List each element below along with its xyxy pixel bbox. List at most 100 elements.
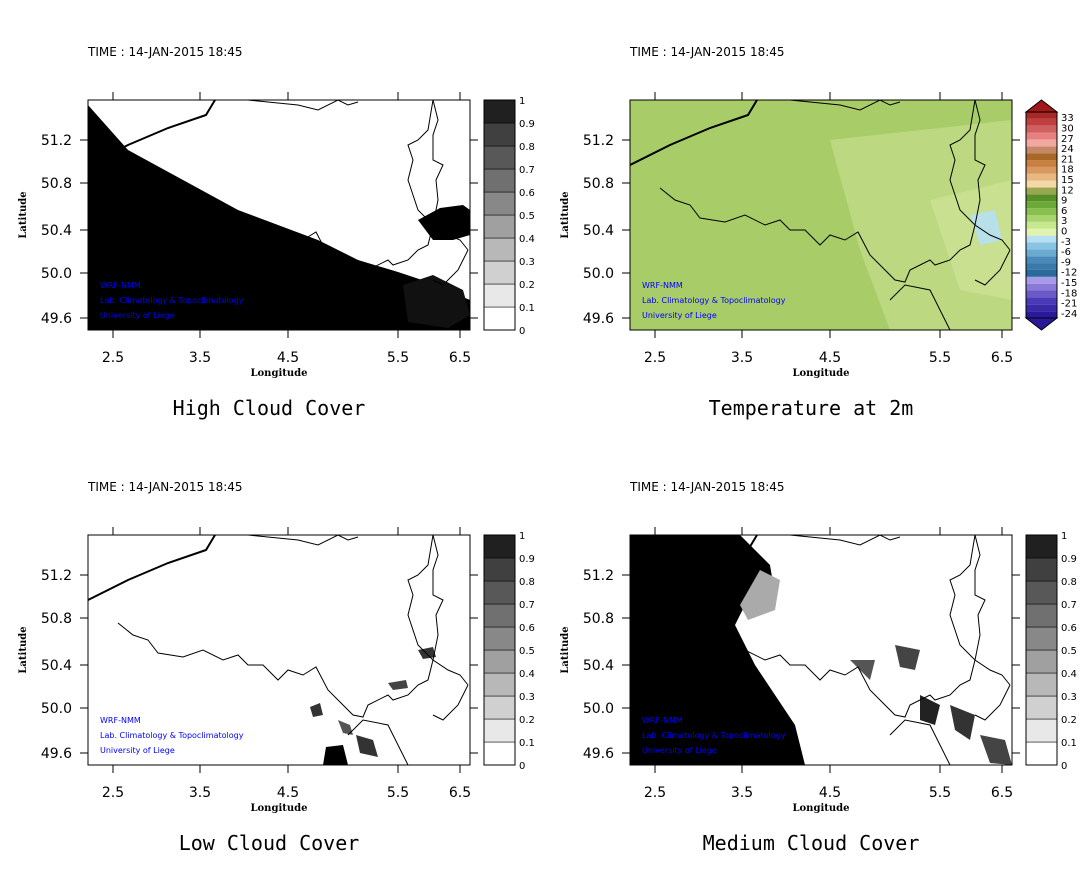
x-tick-label: 4.5	[277, 350, 299, 366]
colorbar-segment	[1025, 672, 1058, 697]
x-tick-label: 5.5	[929, 350, 951, 366]
colorbar-segment	[1025, 534, 1058, 559]
x-tick-label: 3.5	[731, 350, 753, 366]
colorbar-segment	[1026, 166, 1057, 174]
x-tick-label: 5.5	[387, 350, 409, 366]
colorbar-label: 0.2	[519, 715, 535, 726]
colorbar-label: -6	[1061, 247, 1071, 258]
colorbar-label: 0	[519, 326, 525, 337]
x-tick-label: 3.5	[189, 350, 211, 366]
colorbar-segment	[1025, 741, 1058, 766]
colorbar-label: 24	[1061, 144, 1074, 155]
colorbar-label: 0.5	[519, 646, 535, 657]
colorbar-label: 0.1	[519, 303, 535, 314]
colorbar-label: 21	[1061, 154, 1074, 165]
field-contour	[740, 570, 780, 620]
field-contour	[895, 645, 920, 670]
model-annotation: University of Liege	[642, 311, 717, 320]
colorbar-label: 0.2	[519, 280, 535, 291]
colorbar-label: 0.4	[519, 669, 535, 680]
colorbar-segment	[1026, 146, 1057, 154]
colorbar-label: 0.3	[1061, 692, 1077, 703]
colorbar-label: 0.6	[1061, 623, 1077, 634]
chart-title: Temperature at 2m	[709, 396, 914, 420]
plot-background	[88, 535, 470, 765]
colorbar-segment	[1026, 194, 1057, 202]
time-label: TIME : 14-JAN-2015 18:45	[87, 480, 243, 494]
colorbar-label: 0.6	[519, 188, 535, 199]
colorbar-label: 0	[1061, 761, 1067, 772]
x-tick-label: 4.5	[277, 785, 299, 801]
model-annotation: University of Liege	[100, 311, 175, 320]
x-tick-label: 6.5	[449, 350, 471, 366]
x-axis-label: Longitude	[250, 368, 307, 379]
colorbar-label: -15	[1061, 278, 1077, 289]
x-tick-label: 6.5	[449, 785, 471, 801]
colorbar-label: 0.9	[1061, 554, 1077, 565]
model-annotation: Lab. Climatology & Topoclimatology	[642, 731, 786, 740]
model-annotation: WRF-NMM	[100, 281, 141, 290]
colorbar-segment	[1026, 290, 1057, 298]
field-contour	[980, 735, 1012, 765]
colorbar-segment	[1026, 180, 1057, 188]
map-panel: TIME : 14-JAN-2015 18:45 2.5 3.5 4.5 5.5 6.5 5…	[560, 480, 1077, 855]
colorbar-label: 0.1	[519, 738, 535, 749]
colorbar-segment	[1026, 297, 1057, 305]
colorbar-segment	[1026, 242, 1057, 250]
chart-title: High Cloud Cover	[173, 396, 366, 420]
colorbar-segment	[483, 99, 516, 124]
border-line	[974, 534, 1011, 686]
colorbar-segment	[1026, 249, 1057, 257]
colorbar-segment	[1026, 187, 1057, 195]
colorbar-segment	[483, 741, 516, 766]
chart-title: Medium Cloud Cover	[703, 831, 920, 855]
colorbar-segment	[483, 649, 516, 674]
colorbar-segment	[483, 672, 516, 697]
colorbar-segment	[1026, 173, 1057, 181]
y-tick-label: 51.2	[41, 568, 72, 584]
plot-frame	[87, 99, 471, 331]
y-tick-label: 51.2	[583, 133, 614, 149]
colorbar-label: 6	[1061, 206, 1067, 217]
colorbar-label: -21	[1061, 299, 1077, 310]
x-tick-label: 2.5	[102, 785, 124, 801]
colorbar-label: 0.4	[1061, 669, 1077, 680]
colorbar-label: 0.3	[519, 692, 535, 703]
x-axis-label: Longitude	[792, 368, 849, 379]
border-line	[974, 684, 1011, 721]
colorbar-label: 15	[1061, 175, 1074, 186]
border-line	[117, 534, 434, 718]
colorbar-label: 0.2	[1061, 715, 1077, 726]
x-tick-label: 6.5	[991, 785, 1013, 801]
y-axis-label: Latitude	[560, 626, 571, 673]
y-tick-label: 50.4	[583, 223, 614, 239]
colorbar-segment	[1025, 603, 1058, 628]
colorbar-label: 0.7	[1061, 600, 1077, 611]
border-line	[889, 284, 951, 331]
field-contour	[403, 275, 470, 328]
plot-frame	[629, 99, 1013, 331]
field-contour	[850, 660, 875, 680]
y-tick-label: 50.0	[41, 701, 72, 717]
border-line	[629, 99, 758, 166]
colorbar-segment	[1026, 118, 1057, 126]
colorbar-segment	[483, 283, 516, 308]
time-label: TIME : 14-JAN-2015 18:45	[87, 45, 243, 59]
border-line	[889, 719, 951, 766]
colorbar-segment	[1026, 215, 1057, 222]
field-contour	[310, 703, 323, 717]
colorbar-label: 9	[1061, 196, 1067, 207]
y-tick-label: 49.6	[583, 746, 614, 762]
colorbar-segment	[483, 191, 516, 216]
border-line	[659, 99, 976, 283]
colorbar-label: -18	[1061, 288, 1077, 299]
colorbar-label: 12	[1061, 185, 1074, 196]
colorbar-segment	[1026, 221, 1057, 229]
colorbar-label: 30	[1061, 123, 1074, 134]
x-tick-label: 6.5	[991, 350, 1013, 366]
colorbar-segment	[1025, 626, 1058, 651]
y-tick-label: 49.6	[41, 311, 72, 327]
y-tick-label: 50.4	[583, 658, 614, 674]
colorbar-segment	[1026, 256, 1057, 264]
